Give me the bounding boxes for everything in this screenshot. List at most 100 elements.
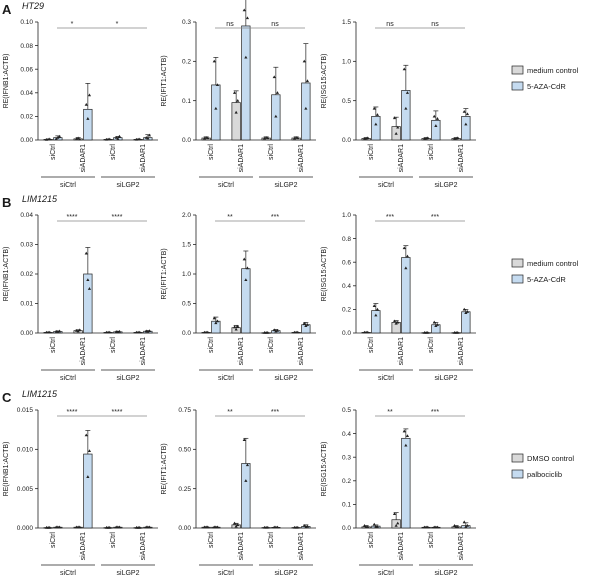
legend-label: medium control — [527, 66, 579, 75]
y-tick-label: 0.00 — [20, 330, 33, 337]
y-tick-label: 0.02 — [20, 271, 33, 278]
legend-swatch — [511, 65, 524, 75]
data-point — [84, 433, 88, 437]
data-point — [435, 525, 440, 529]
x-tick-label: siADAR1 — [298, 337, 305, 366]
y-tick-label: 0.6 — [342, 259, 351, 266]
y-axis-label: RE(IFIT1:ACTB) — [161, 248, 168, 299]
data-point — [366, 136, 370, 140]
y-tick-label: 0.015 — [17, 407, 34, 414]
data-point — [138, 330, 142, 334]
data-point — [117, 329, 122, 333]
data-point — [374, 122, 378, 126]
data-point — [405, 434, 410, 438]
x-tick-label: siADAR1 — [238, 532, 245, 561]
x-tick-label: siCtrl — [368, 532, 375, 548]
data-point — [234, 327, 238, 331]
group-label: siLGP2 — [435, 375, 458, 382]
x-tick-label: siADAR1 — [398, 144, 405, 173]
data-point — [464, 525, 468, 528]
y-axis-label: RE(IFIT1:ACTB) — [161, 443, 168, 494]
data-point — [57, 329, 62, 333]
data-point — [404, 266, 408, 270]
x-tick-label: siCtrl — [268, 337, 275, 353]
y-tick-label: 0.000 — [17, 525, 34, 532]
data-point — [138, 525, 142, 529]
data-point — [392, 512, 397, 515]
data-point — [244, 55, 248, 59]
data-point — [212, 316, 216, 320]
group-label: siCtrl — [378, 570, 394, 577]
data-point — [304, 106, 308, 110]
y-tick-label: 0.1 — [342, 502, 351, 509]
group-label: siLGP2 — [275, 570, 298, 577]
y-tick-label: 0.2 — [342, 307, 351, 314]
legend-swatch — [511, 258, 524, 268]
legend-label: 5-AZA-CdR — [527, 82, 566, 91]
y-tick-label: 0.0 — [342, 525, 351, 532]
y-tick-label: 0.04 — [20, 212, 33, 219]
data-point — [87, 287, 92, 290]
panel-letter: C — [2, 390, 12, 405]
x-tick-label: siADAR1 — [458, 532, 465, 561]
y-axis-label: RE(ISG15:ACTB) — [321, 442, 328, 497]
data-point — [305, 524, 310, 528]
significance-label: ns — [386, 21, 394, 28]
data-point — [402, 67, 406, 71]
bar — [211, 84, 221, 141]
x-tick-label: siCtrl — [110, 144, 117, 160]
x-tick-label: siCtrl — [110, 532, 117, 548]
data-point — [147, 133, 152, 137]
y-tick-label: 0.00 — [20, 137, 33, 144]
group-label: siCtrl — [378, 182, 394, 189]
data-point — [375, 307, 380, 311]
significance-label: * — [71, 21, 74, 28]
data-point — [305, 79, 310, 83]
x-tick-label: siADAR1 — [80, 532, 87, 561]
bar — [371, 116, 381, 141]
y-tick-label: 0.010 — [17, 447, 34, 454]
data-point — [452, 523, 457, 527]
x-tick-label: siCtrl — [110, 337, 117, 353]
bar — [83, 453, 93, 529]
data-point — [272, 75, 276, 79]
data-point — [266, 136, 270, 140]
y-tick-label: 0.0 — [182, 137, 191, 144]
bar — [401, 437, 411, 529]
data-point — [214, 321, 218, 325]
data-point — [394, 132, 398, 135]
legend-label: 5-AZA-CdR — [527, 275, 566, 284]
data-point — [76, 329, 80, 333]
y-tick-label: 0.75 — [178, 407, 191, 414]
data-point — [214, 106, 218, 110]
data-point — [362, 523, 367, 527]
y-tick-label: 0.1 — [182, 98, 191, 105]
data-point — [266, 331, 270, 334]
data-point — [396, 521, 400, 525]
data-point — [108, 137, 112, 141]
y-axis-label: RE(IFNB1:ACTB) — [3, 442, 10, 497]
group-label: siCtrl — [60, 570, 76, 577]
data-point — [292, 136, 297, 140]
significance-label: ns — [271, 21, 279, 28]
data-point — [48, 330, 52, 334]
bar — [401, 90, 411, 141]
x-tick-label: siADAR1 — [458, 144, 465, 173]
y-tick-label: 0.08 — [20, 43, 33, 50]
x-tick-label: siCtrl — [428, 144, 435, 160]
group-label: siLGP2 — [275, 182, 298, 189]
data-point — [404, 106, 408, 110]
significance-label: **** — [67, 214, 78, 221]
data-point — [57, 525, 62, 529]
y-axis-label: RE(IFNB1:ACTB) — [3, 247, 10, 302]
data-point — [147, 525, 152, 529]
data-point — [202, 136, 207, 140]
data-point — [232, 325, 237, 329]
significance-label: *** — [271, 409, 279, 416]
bar — [391, 519, 401, 529]
x-tick-label: siADAR1 — [238, 337, 245, 366]
y-tick-label: 0.0 — [342, 330, 351, 337]
y-tick-label: 2.0 — [182, 212, 191, 219]
data-point — [78, 328, 82, 332]
bar — [83, 108, 93, 141]
